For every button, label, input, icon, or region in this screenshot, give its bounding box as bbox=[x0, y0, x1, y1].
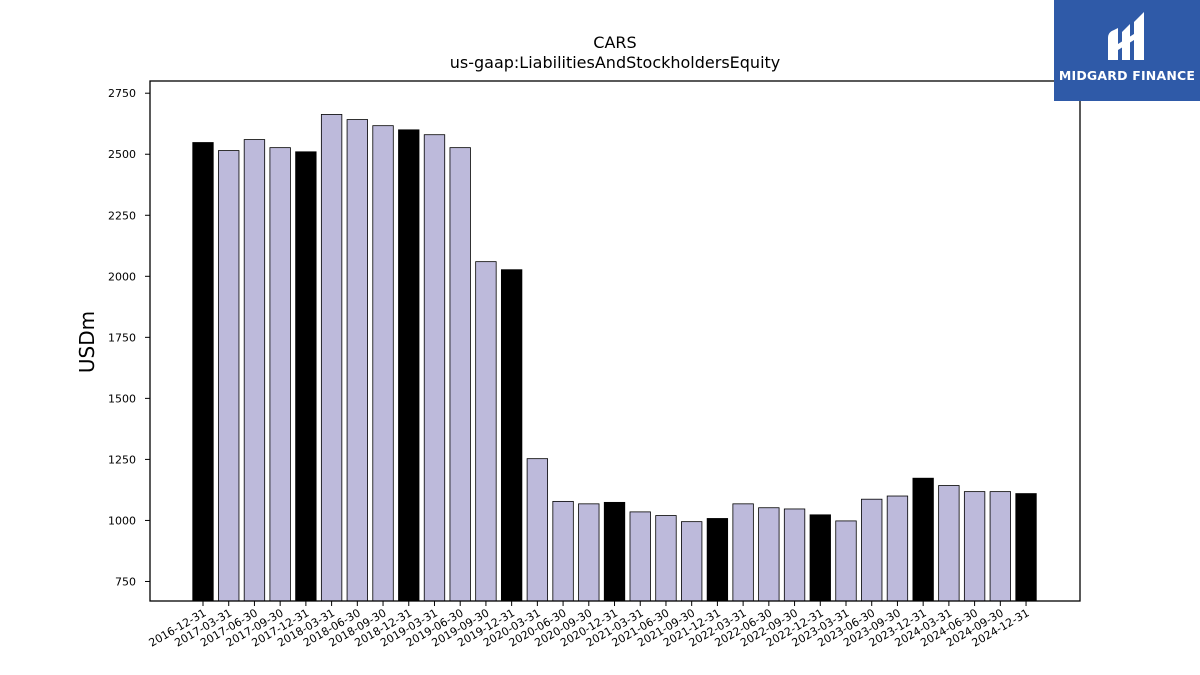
bar-2018-09-30 bbox=[372, 125, 394, 602]
bar-2019-06-30 bbox=[449, 147, 471, 602]
bar-2021-03-31 bbox=[629, 511, 651, 602]
bar-2022-12-31 bbox=[809, 514, 831, 602]
bar-2018-06-30 bbox=[346, 119, 368, 602]
chart-subtitle: us-gaap:LiabilitiesAndStockholdersEquity bbox=[450, 53, 781, 72]
y-tick-label: 2000 bbox=[108, 270, 136, 283]
bar-2024-06-30 bbox=[963, 491, 986, 602]
y-tick-label: 2500 bbox=[108, 148, 136, 161]
bar-2017-12-31 bbox=[295, 151, 317, 602]
bar-2024-03-31 bbox=[938, 485, 960, 602]
bar-2019-03-31 bbox=[423, 134, 446, 602]
logo-text: MIDGARD FINANCE bbox=[1058, 68, 1196, 83]
y-tick-label: 750 bbox=[115, 575, 136, 588]
bar-2022-09-30 bbox=[783, 508, 806, 602]
y-tick-label: 1500 bbox=[108, 392, 136, 405]
bar-2023-09-30 bbox=[886, 495, 909, 602]
y-tick-label: 2250 bbox=[108, 209, 136, 222]
bar-2019-09-30 bbox=[475, 261, 497, 602]
bar-2021-09-30 bbox=[681, 521, 703, 602]
bar-2019-12-31 bbox=[500, 269, 523, 602]
bar-2024-12-31 bbox=[1015, 493, 1037, 602]
bars-group bbox=[192, 114, 1037, 602]
bar-2016-12-31 bbox=[192, 142, 214, 602]
bar-2022-06-30 bbox=[758, 507, 780, 602]
bar-2020-09-30 bbox=[578, 503, 600, 602]
bar-2021-12-31 bbox=[706, 518, 729, 602]
bar-2020-06-30 bbox=[552, 500, 574, 602]
bar-2022-03-31 bbox=[732, 503, 754, 602]
bar-2017-06-30 bbox=[243, 139, 266, 602]
y-ticks-group: 750 1000 1250 1500 1750 2000 2250 2500 2750 bbox=[108, 87, 150, 588]
bar-2018-03-31 bbox=[320, 114, 343, 602]
bar-2023-06-30 bbox=[861, 498, 883, 602]
chart-title: CARS bbox=[593, 33, 636, 52]
bar-2023-12-31 bbox=[912, 477, 934, 602]
y-tick-label: 1000 bbox=[108, 514, 136, 527]
midgard-finance-logo: MIDGARD FINANCE bbox=[1054, 0, 1200, 101]
logo-mark-icon bbox=[1108, 12, 1144, 60]
bar-2021-06-30 bbox=[655, 515, 677, 602]
y-tick-label: 1750 bbox=[108, 331, 136, 344]
bar-2020-12-31 bbox=[603, 501, 626, 602]
bar-2020-03-31 bbox=[526, 458, 549, 602]
bar-2017-03-31 bbox=[218, 150, 240, 602]
y-axis-label: USDm bbox=[75, 311, 99, 373]
y-tick-label: 1250 bbox=[108, 453, 136, 466]
plot-frame bbox=[149, 80, 1081, 602]
x-ticks-group: 2016-12-312017-03-312017-06-302017-09-30… bbox=[147, 601, 1032, 650]
bar-2017-09-30 bbox=[269, 147, 291, 602]
bar-2023-03-31 bbox=[835, 520, 857, 602]
y-tick-label: 2750 bbox=[108, 87, 136, 100]
bar-2018-12-31 bbox=[398, 129, 420, 602]
bar-2024-09-30 bbox=[989, 491, 1011, 602]
